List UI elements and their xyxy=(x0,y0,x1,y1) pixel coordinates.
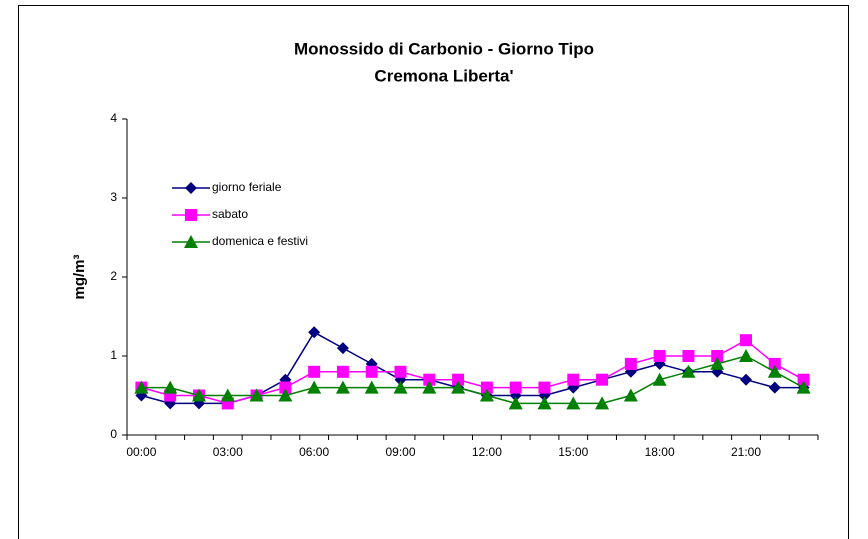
marker xyxy=(451,380,466,394)
marker xyxy=(623,388,638,402)
marker xyxy=(596,373,609,386)
x-tick-label: 03:00 xyxy=(213,445,243,459)
marker xyxy=(796,380,811,394)
marker xyxy=(480,381,493,394)
y-tick-label: 3 xyxy=(110,190,117,204)
marker xyxy=(537,396,552,410)
marker xyxy=(423,373,436,386)
marker xyxy=(681,364,696,378)
marker xyxy=(768,381,781,394)
chart-subtitle: Cremona Liberta' xyxy=(374,66,513,85)
marker xyxy=(567,373,580,386)
marker xyxy=(452,373,465,386)
marker xyxy=(682,350,695,362)
marker xyxy=(653,350,666,362)
chart-border xyxy=(18,5,849,539)
marker xyxy=(624,357,637,370)
marker xyxy=(710,356,725,370)
marker xyxy=(220,388,235,402)
marker xyxy=(740,334,753,347)
marker xyxy=(279,381,292,394)
x-tick-label: 18:00 xyxy=(645,445,675,459)
marker xyxy=(163,380,178,394)
legend-marker xyxy=(185,209,197,221)
x-tick-label: 12:00 xyxy=(472,445,502,459)
x-tick-label: 15:00 xyxy=(558,445,588,459)
marker xyxy=(711,350,724,362)
x-tick-label: 09:00 xyxy=(386,445,416,459)
marker xyxy=(365,365,378,378)
x-tick-label: 00:00 xyxy=(126,445,156,459)
marker xyxy=(336,342,349,355)
marker xyxy=(479,388,494,402)
legend-label: giorno feriale xyxy=(212,180,282,194)
marker xyxy=(278,388,293,402)
marker xyxy=(797,373,810,386)
y-tick-label: 2 xyxy=(110,269,117,283)
marker xyxy=(566,396,581,410)
marker xyxy=(393,380,408,394)
x-tick-label: 06:00 xyxy=(299,445,329,459)
marker xyxy=(308,365,321,378)
marker xyxy=(308,326,321,339)
marker xyxy=(768,357,781,370)
y-tick-label: 4 xyxy=(110,111,117,125)
marker xyxy=(740,373,753,386)
marker xyxy=(336,365,349,378)
marker xyxy=(307,380,322,394)
y-tick-label: 0 xyxy=(110,427,117,441)
legend-marker xyxy=(184,235,198,248)
marker xyxy=(652,372,667,386)
marker xyxy=(249,388,264,402)
marker xyxy=(595,396,610,410)
marker xyxy=(335,380,350,394)
y-axis-label: mg/m³ xyxy=(71,254,88,299)
chart-title: Monossido di Carbonio - Giorno Tipo xyxy=(294,39,594,58)
marker xyxy=(191,388,206,402)
marker xyxy=(739,349,754,362)
y-tick-label: 1 xyxy=(110,348,117,362)
marker xyxy=(134,380,149,394)
series-line xyxy=(141,355,804,405)
marker xyxy=(364,380,379,394)
legend-label: sabato xyxy=(212,207,248,221)
marker xyxy=(538,381,551,394)
marker xyxy=(509,381,522,394)
marker xyxy=(422,380,437,394)
legend-marker xyxy=(185,182,197,194)
marker xyxy=(508,396,523,410)
x-tick-label: 21:00 xyxy=(731,445,761,459)
legend-label: domenica e festivi xyxy=(212,234,308,248)
marker xyxy=(767,364,782,378)
marker xyxy=(394,365,407,378)
